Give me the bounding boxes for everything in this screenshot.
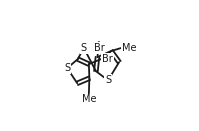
Text: Me: Me — [82, 94, 96, 104]
Text: Br: Br — [102, 54, 113, 64]
Text: Br: Br — [94, 43, 104, 53]
Text: Me: Me — [122, 43, 137, 53]
Text: S: S — [105, 75, 111, 85]
Text: S: S — [81, 43, 87, 53]
Text: S: S — [64, 63, 70, 73]
